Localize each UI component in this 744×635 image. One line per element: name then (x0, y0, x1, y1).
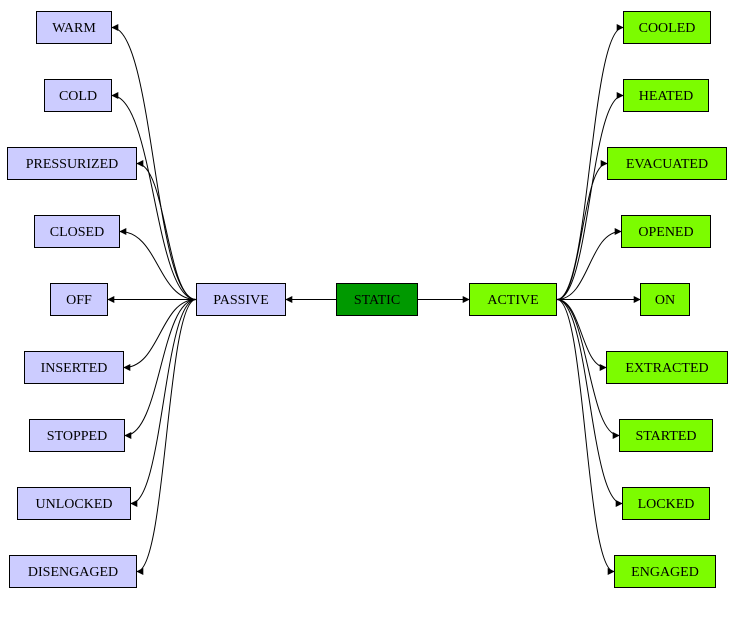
node-on: ON (640, 283, 690, 316)
edge-passive-cold (112, 96, 196, 300)
edge-passive-disengaged (137, 300, 196, 572)
edge-active-opened (557, 232, 621, 300)
node-inserted: INSERTED (24, 351, 124, 384)
edge-active-evacuated (557, 164, 607, 300)
edge-passive-pressurized (137, 164, 196, 300)
node-heated: HEATED (623, 79, 709, 112)
node-stopped: STOPPED (29, 419, 125, 452)
node-warm: WARM (36, 11, 112, 44)
edge-passive-closed (120, 232, 196, 300)
edge-active-engaged (557, 300, 614, 572)
node-passive: PASSIVE (196, 283, 286, 316)
edge-active-locked (557, 300, 622, 504)
node-unlocked: UNLOCKED (17, 487, 131, 520)
node-closed: CLOSED (34, 215, 120, 248)
node-cold: COLD (44, 79, 112, 112)
node-evacuated: EVACUATED (607, 147, 727, 180)
node-cooled: COOLED (623, 11, 711, 44)
node-disengaged: DISENGAGED (9, 555, 137, 588)
node-engaged: ENGAGED (614, 555, 716, 588)
node-opened: OPENED (621, 215, 711, 248)
edge-active-heated (557, 96, 623, 300)
edge-passive-unlocked (131, 300, 196, 504)
diagram-canvas: STATIC PASSIVE ACTIVE WARM COLD PRESSURIZED CL… (0, 0, 744, 635)
edge-passive-stopped (125, 300, 196, 436)
edge-passive-inserted (124, 300, 196, 368)
node-off: OFF (50, 283, 108, 316)
node-extracted: EXTRACTED (606, 351, 728, 384)
node-started: STARTED (619, 419, 713, 452)
node-active: ACTIVE (469, 283, 557, 316)
node-locked: LOCKED (622, 487, 710, 520)
node-static: STATIC (336, 283, 418, 316)
edge-active-extracted (557, 300, 606, 368)
node-pressurized: PRESSURIZED (7, 147, 137, 180)
